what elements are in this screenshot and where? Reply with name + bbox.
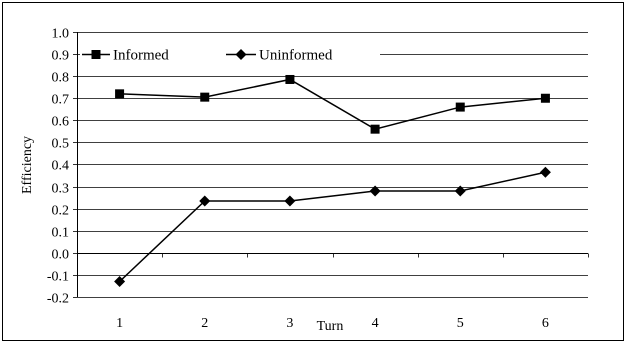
y-tick-label: 0.0 [52, 248, 70, 263]
data-point-informed [370, 124, 380, 134]
y-tick-label: -0.2 [47, 292, 69, 307]
axes: 1.0 0.9 0.8 0.7 0.6 0.5 0.4 0.3 0.2 0.1 0.0 -0.1 -0.… [47, 27, 589, 331]
data-point-uninformed [284, 195, 296, 207]
x-tick-label: 6 [542, 316, 549, 331]
data-point-uninformed [199, 195, 211, 207]
data-point-uninformed [114, 276, 126, 288]
x-tick-label: 5 [457, 316, 464, 331]
series-line-informed [119, 78, 546, 130]
data-point-informed [115, 89, 125, 99]
legend: Informed Uninformed [80, 43, 380, 66]
y-axis-title: Efficiency [20, 136, 35, 194]
y-tick-label: 0.6 [52, 115, 70, 130]
y-tick-label: 0.9 [52, 49, 70, 64]
data-point-uninformed [454, 185, 466, 197]
y-tick-label: 0.1 [52, 226, 70, 241]
data-point-informed [200, 92, 210, 102]
legend-label-informed: Informed [113, 48, 169, 64]
x-tick-label: 1 [116, 316, 123, 331]
series-line-uninformed [119, 171, 546, 283]
x-tick-label: 3 [286, 316, 293, 331]
y-tick-label: 1.0 [52, 27, 70, 42]
data-point-informed [285, 74, 295, 84]
legend-label-uninformed: Uninformed [259, 48, 333, 64]
legend-marker-informed [91, 50, 101, 59]
series-lines [114, 74, 551, 288]
x-axis-title: Turn [317, 319, 344, 334]
y-tick-label: 0.8 [52, 71, 70, 86]
y-tick-label: 0.5 [52, 137, 70, 152]
x-tick-label: 4 [372, 316, 379, 331]
y-tick-label: 0.4 [52, 159, 70, 174]
data-point-uninformed [369, 185, 381, 197]
data-point-informed [540, 93, 550, 103]
data-point-informed [455, 102, 465, 112]
y-tick-label: -0.1 [47, 270, 69, 285]
data-point-uninformed [539, 166, 551, 178]
x-tick-label: 2 [201, 316, 208, 331]
y-tick-label: 0.2 [52, 204, 70, 219]
y-tick-label: 0.7 [52, 93, 70, 108]
legend-marker-uninformed [235, 49, 247, 60]
y-tick-label: 0.3 [52, 182, 70, 197]
grid-lines [77, 32, 588, 298]
